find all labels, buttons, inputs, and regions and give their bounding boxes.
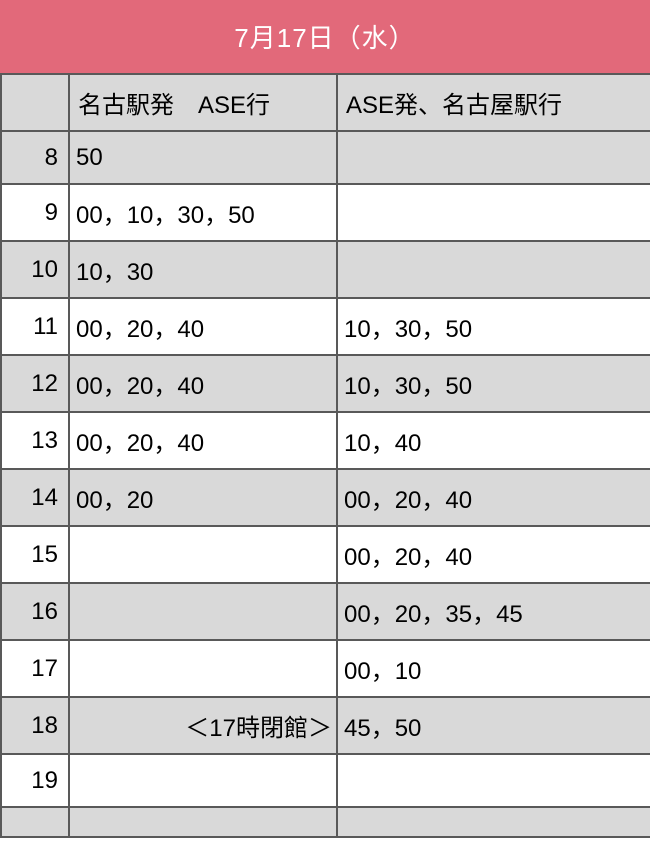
return-cell xyxy=(337,807,650,837)
hour-cell: 16 xyxy=(1,583,69,640)
col-header-return: ASE発、名古屋駅行 xyxy=(337,74,650,131)
table-row: 15 00，20，40 xyxy=(1,526,650,583)
return-cell: 00，20，40 xyxy=(337,526,650,583)
col-header-hour xyxy=(1,74,69,131)
hour-cell: 10 xyxy=(1,241,69,298)
departure-cell: 00，20，40 xyxy=(69,298,337,355)
return-cell xyxy=(337,241,650,298)
departure-cell: 00，20 xyxy=(69,469,337,526)
table-row: 1010，30 xyxy=(1,241,650,298)
table-row: 19 xyxy=(1,754,650,807)
return-cell: 10，30，50 xyxy=(337,298,650,355)
timetable-container: 7月17日（水） 名古駅発 ASE行 ASE発、名古屋駅行 850900，10，… xyxy=(0,0,650,838)
table-row xyxy=(1,807,650,837)
table-row: 850 xyxy=(1,131,650,184)
return-cell: 45，50 xyxy=(337,697,650,754)
departure-cell xyxy=(69,526,337,583)
return-cell: 00，20，40 xyxy=(337,469,650,526)
hour-cell: 19 xyxy=(1,754,69,807)
table-row: 18＜17時閉館＞45，50 xyxy=(1,697,650,754)
hour-cell: 18 xyxy=(1,697,69,754)
hour-cell: 9 xyxy=(1,184,69,241)
return-cell xyxy=(337,131,650,184)
hour-cell: 11 xyxy=(1,298,69,355)
departure-cell: ＜17時閉館＞ xyxy=(69,697,337,754)
header-row: 名古駅発 ASE行 ASE発、名古屋駅行 xyxy=(1,74,650,131)
departure-cell: 50 xyxy=(69,131,337,184)
hour-cell: 17 xyxy=(1,640,69,697)
table-row: 1400，2000，20，40 xyxy=(1,469,650,526)
departure-cell xyxy=(69,807,337,837)
departure-cell xyxy=(69,640,337,697)
departure-cell xyxy=(69,583,337,640)
table-row: 17 00，10 xyxy=(1,640,650,697)
table-row: 1300，20，4010，40 xyxy=(1,412,650,469)
timetable: 名古駅発 ASE行 ASE発、名古屋駅行 850900，10，30，501010… xyxy=(0,73,650,838)
hour-cell: 13 xyxy=(1,412,69,469)
hour-cell: 15 xyxy=(1,526,69,583)
table-row: 1200，20，4010，30，50 xyxy=(1,355,650,412)
departure-cell: 00，20，40 xyxy=(69,355,337,412)
departure-cell: 10，30 xyxy=(69,241,337,298)
hour-cell: 12 xyxy=(1,355,69,412)
table-row: 16 00，20，35，45 xyxy=(1,583,650,640)
return-cell: 00，20，35，45 xyxy=(337,583,650,640)
hour-cell: 8 xyxy=(1,131,69,184)
departure-cell xyxy=(69,754,337,807)
hour-cell xyxy=(1,807,69,837)
table-row: 900，10，30，50 xyxy=(1,184,650,241)
date-header: 7月17日（水） xyxy=(0,0,650,73)
return-cell xyxy=(337,754,650,807)
return-cell: 00，10 xyxy=(337,640,650,697)
return-cell xyxy=(337,184,650,241)
departure-cell: 00，20，40 xyxy=(69,412,337,469)
return-cell: 10，30，50 xyxy=(337,355,650,412)
return-cell: 10，40 xyxy=(337,412,650,469)
table-row: 1100，20，4010，30，50 xyxy=(1,298,650,355)
hour-cell: 14 xyxy=(1,469,69,526)
departure-cell: 00，10，30，50 xyxy=(69,184,337,241)
col-header-departure: 名古駅発 ASE行 xyxy=(69,74,337,131)
